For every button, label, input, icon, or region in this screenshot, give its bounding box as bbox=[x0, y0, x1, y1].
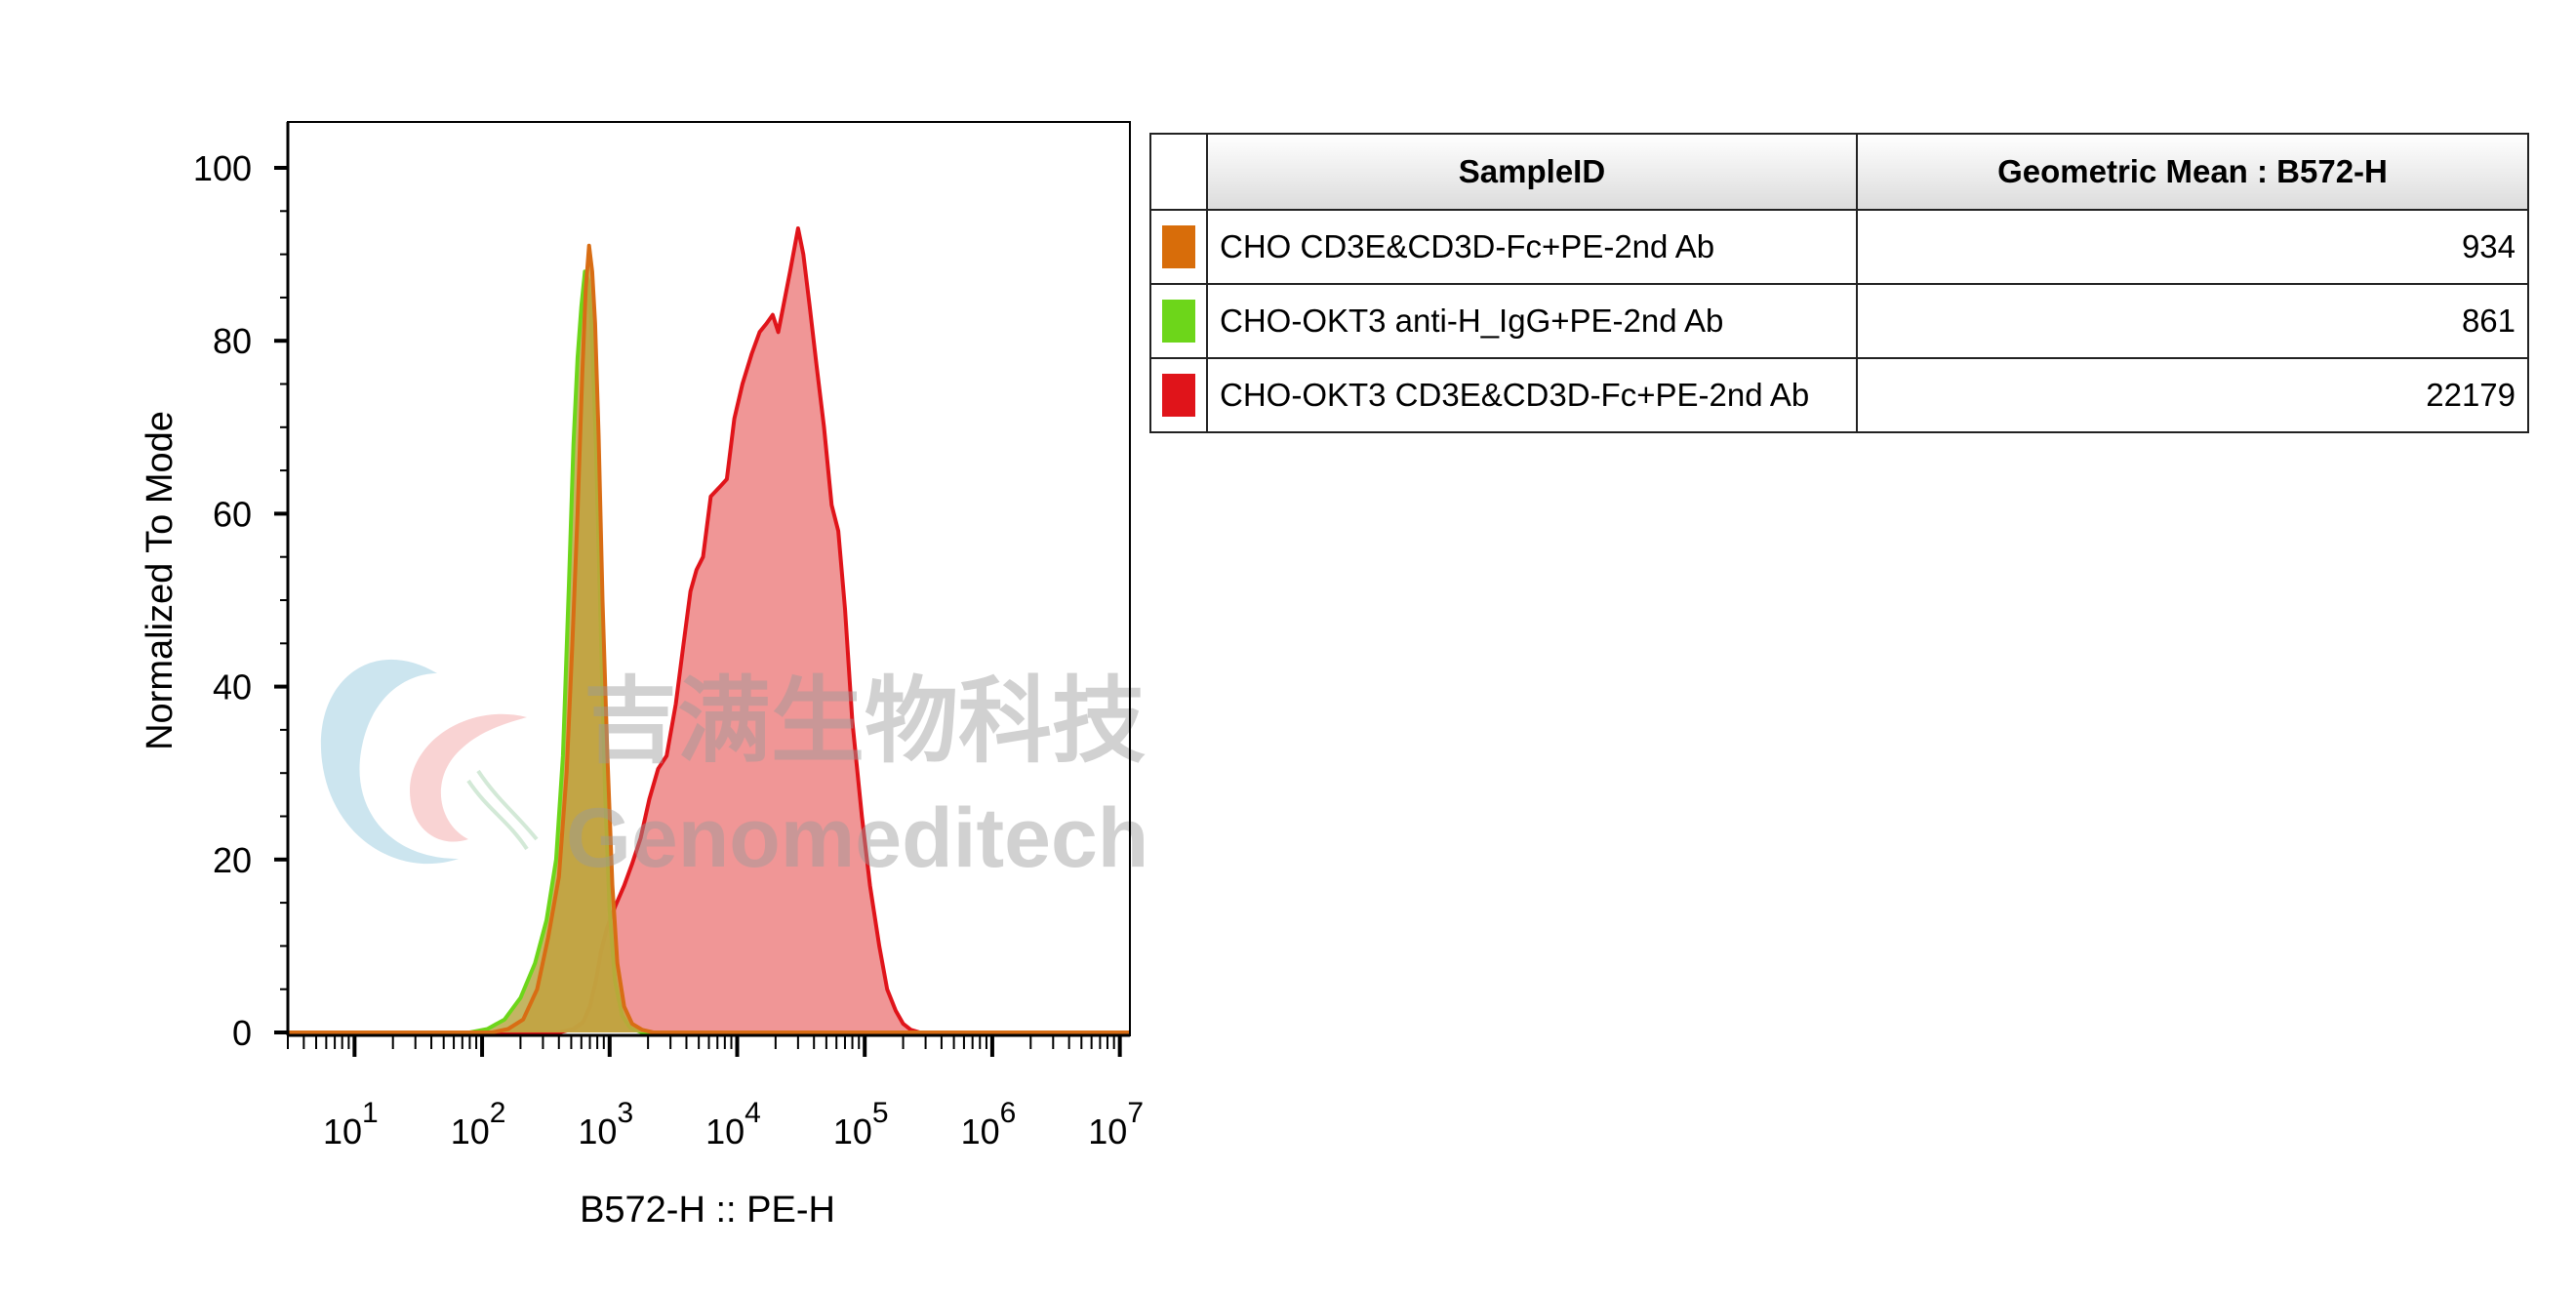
watermark-logo: 吉满生物科技 Genomeditech bbox=[320, 659, 1148, 885]
swatch-cell bbox=[1149, 283, 1208, 359]
header-geometric-mean: Geometric Mean : B572-H bbox=[1856, 133, 2529, 211]
x-tick-exponent: 5 bbox=[872, 1097, 889, 1129]
watermark-cn: 吉满生物科技 bbox=[584, 669, 1146, 774]
legend-swatch bbox=[1162, 300, 1195, 343]
sample-name: CHO-OKT3 CD3E&CD3D-Fc+PE-2nd Ab bbox=[1206, 357, 1858, 433]
x-tick-base: 10 bbox=[451, 1111, 490, 1152]
legend-swatch bbox=[1162, 225, 1195, 268]
x-tick-label: 106 bbox=[961, 1097, 1017, 1152]
y-tick-label: 20 bbox=[213, 840, 252, 880]
geometric-mean-value: 861 bbox=[1856, 283, 2529, 359]
header-sampleid: SampleID bbox=[1206, 133, 1858, 211]
stats-table: SampleID Geometric Mean : B572-H CHO CD3… bbox=[1149, 133, 2529, 433]
swatch-cell bbox=[1149, 357, 1208, 433]
table-row: CHO-OKT3 CD3E&CD3D-Fc+PE-2nd Ab 22179 bbox=[1149, 357, 2529, 433]
x-tick-label: 107 bbox=[1088, 1097, 1144, 1152]
geometric-mean-value: 22179 bbox=[1856, 357, 2529, 433]
x-tick-label: 104 bbox=[705, 1097, 761, 1152]
watermark-en: Genomeditech bbox=[566, 791, 1148, 885]
series-fill-0 bbox=[288, 228, 1130, 1032]
sample-name: CHO CD3E&CD3D-Fc+PE-2nd Ab bbox=[1206, 209, 1858, 285]
geometric-mean-value: 934 bbox=[1856, 209, 2529, 285]
stats-table-header: SampleID Geometric Mean : B572-H bbox=[1149, 133, 2529, 211]
legend-swatch bbox=[1162, 374, 1195, 417]
x-tick-exponent: 3 bbox=[617, 1097, 633, 1129]
y-axis: 0 20 40 60 80 100 bbox=[193, 122, 290, 1053]
x-tick-label: 101 bbox=[323, 1097, 379, 1152]
y-axis-label: Normalized To Mode bbox=[140, 411, 181, 750]
sample-name: CHO-OKT3 anti-H_IgG+PE-2nd Ab bbox=[1206, 283, 1858, 359]
x-tick-base: 10 bbox=[323, 1111, 362, 1152]
x-tick-base: 10 bbox=[833, 1111, 872, 1152]
x-tick-base: 10 bbox=[705, 1111, 745, 1152]
x-tick-exponent: 4 bbox=[745, 1097, 761, 1129]
swatch-cell bbox=[1149, 209, 1208, 285]
series-line-2 bbox=[288, 243, 1130, 1034]
x-tick-base: 10 bbox=[1088, 1111, 1127, 1152]
y-tick-label: 0 bbox=[232, 1013, 252, 1053]
x-tick-base: 10 bbox=[961, 1111, 1000, 1152]
x-tick-exponent: 2 bbox=[490, 1097, 506, 1129]
x-tick-exponent: 7 bbox=[1127, 1097, 1144, 1129]
watermark-helix bbox=[466, 769, 539, 851]
series-line-0 bbox=[288, 226, 1130, 1034]
series-layer bbox=[288, 226, 1130, 1034]
header-swatch bbox=[1149, 133, 1208, 211]
table-row: CHO-OKT3 anti-H_IgG+PE-2nd Ab 861 bbox=[1149, 283, 2529, 359]
watermark-swirl-blue bbox=[320, 659, 459, 865]
x-axis-label: B572-H :: PE-H bbox=[580, 1190, 835, 1231]
watermark-swirl-pink bbox=[410, 713, 527, 842]
y-tick-label: 40 bbox=[213, 667, 252, 707]
x-tick-label: 105 bbox=[833, 1097, 889, 1152]
y-tick-label: 80 bbox=[213, 321, 252, 361]
x-axis: 101 102 103 104 105 106 107 bbox=[287, 1033, 1144, 1152]
x-tick-base: 10 bbox=[578, 1111, 617, 1152]
x-tick-label: 103 bbox=[578, 1097, 633, 1152]
x-tick-label: 102 bbox=[451, 1097, 506, 1152]
y-tick-label: 60 bbox=[213, 494, 252, 534]
x-tick-exponent: 1 bbox=[362, 1097, 379, 1129]
x-tick-exponent: 6 bbox=[1000, 1097, 1017, 1129]
table-row: CHO CD3E&CD3D-Fc+PE-2nd Ab 934 bbox=[1149, 209, 2529, 285]
y-tick-label: 100 bbox=[193, 148, 252, 188]
